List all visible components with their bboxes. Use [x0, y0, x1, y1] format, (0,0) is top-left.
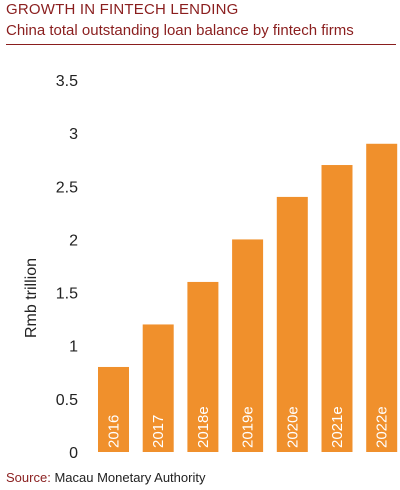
bar-2016 [98, 366, 129, 452]
y-tick-label: 3 [69, 126, 78, 143]
y-tick-label: 0 [69, 445, 78, 462]
source-label: Source: [6, 470, 51, 485]
y-tick-label: 3.5 [56, 73, 78, 90]
source-value: Macau Monetary Authority [54, 470, 206, 485]
y-axis-title: Rmb trillion [23, 258, 40, 338]
bar-category-label: 2021e [329, 406, 346, 448]
bar-2017 [142, 324, 174, 452]
y-tick-label: 1 [69, 339, 78, 356]
bar-chart: 0 0.5 1 1.5 2 2.5 3 3.5 Rmb trillion 2016 2017 2018… [23, 73, 398, 462]
bar-category-label: 2020e [284, 406, 301, 448]
bar-2022e [366, 143, 398, 452]
y-tick-label: 2.5 [56, 179, 78, 196]
bar-2020e [276, 196, 308, 452]
y-tick-label: 0.5 [56, 392, 78, 409]
y-tick-label: 2 [69, 232, 78, 249]
bar-2021e [321, 165, 353, 452]
bar-category-label: 2016 [106, 415, 123, 448]
chart-subtitle: China total outstanding loan balance by … [6, 22, 354, 39]
bar-category-label: 2017 [150, 415, 167, 448]
bar-category-label: 2018e [195, 406, 212, 448]
bar-category-label: 2019e [240, 406, 257, 448]
chart-title: GROWTH IN FINTECH LENDING [6, 1, 239, 18]
bar-2018e [187, 281, 219, 452]
title-divider [6, 44, 396, 45]
bar-2019e [232, 239, 264, 452]
bar-category-label: 2022e [374, 406, 391, 448]
source-note: Source: Macau Monetary Authority [6, 470, 205, 485]
y-tick-label: 1.5 [56, 286, 78, 303]
